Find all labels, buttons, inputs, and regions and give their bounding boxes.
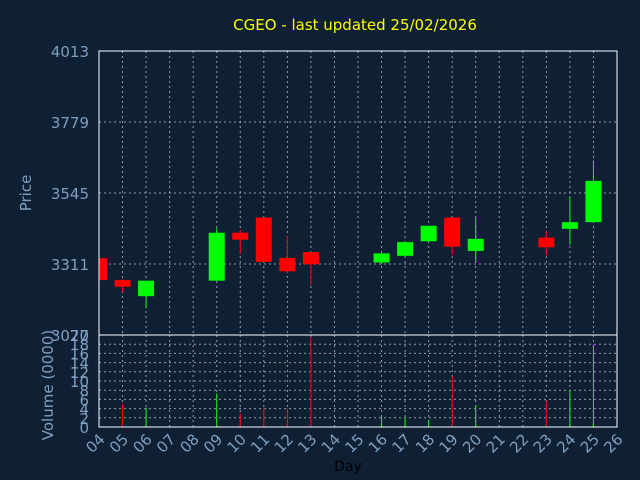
candle-body-down bbox=[538, 237, 555, 248]
chart-title: CGEO - last updated 25/02/2026 bbox=[233, 16, 477, 34]
volume-panel-frame bbox=[98, 334, 618, 428]
candle-body-up bbox=[585, 180, 602, 223]
volume-tick-label: 14 bbox=[70, 355, 89, 373]
candle-body-up bbox=[561, 222, 578, 229]
x-tick-label: 19 bbox=[436, 430, 462, 456]
candle-body-up bbox=[420, 225, 437, 242]
x-tick-label: 16 bbox=[365, 430, 391, 456]
x-tick-label: 18 bbox=[412, 430, 438, 456]
volume-tick-label: 10 bbox=[70, 373, 89, 391]
x-tick-label: 17 bbox=[388, 430, 414, 456]
candle-body-down bbox=[279, 257, 296, 272]
x-tick-label: 11 bbox=[247, 430, 273, 456]
candle-body-down bbox=[302, 252, 319, 265]
price-tick-label: 4013 bbox=[51, 43, 89, 61]
x-tick-label: 25 bbox=[577, 430, 603, 456]
volume-tick-label: 18 bbox=[70, 336, 89, 354]
x-tick-label: 06 bbox=[129, 430, 155, 456]
x-tick-label: 14 bbox=[318, 430, 344, 456]
volume-tick-label: 2 bbox=[79, 410, 89, 428]
price-tick-label: 3311 bbox=[51, 256, 89, 274]
candle-body-up bbox=[373, 253, 390, 263]
x-tick-label: 21 bbox=[483, 430, 509, 456]
x-tick-label: 20 bbox=[459, 430, 485, 456]
volume-tick-label: 8 bbox=[79, 382, 89, 400]
x-tick-label: 09 bbox=[200, 430, 226, 456]
candle-body-up bbox=[397, 242, 414, 256]
candle-body-down bbox=[232, 232, 249, 240]
candle-body-up bbox=[467, 238, 484, 251]
volume-tick-label: 6 bbox=[79, 391, 89, 409]
candle-body-down bbox=[114, 280, 131, 287]
volume-tick-label: 16 bbox=[70, 345, 89, 363]
candle-body-down bbox=[444, 217, 461, 247]
price-tick-label: 3779 bbox=[51, 114, 89, 132]
candle-body-down bbox=[255, 217, 272, 262]
x-tick-label: 23 bbox=[530, 430, 556, 456]
x-tick-label: 26 bbox=[600, 430, 626, 456]
volume-axis-title: Volume (0000) bbox=[39, 330, 57, 440]
x-tick-label: 10 bbox=[224, 430, 250, 456]
volume-tick-label: 0 bbox=[79, 419, 89, 437]
price-axis-title: Price bbox=[17, 175, 35, 212]
candle-body-up bbox=[138, 280, 155, 297]
x-tick-label: 15 bbox=[341, 430, 367, 456]
price-tick-label: 3545 bbox=[51, 185, 89, 203]
x-axis-title: Day bbox=[334, 459, 362, 475]
x-tick-label: 05 bbox=[106, 430, 132, 456]
x-tick-label: 07 bbox=[153, 430, 179, 456]
candle-body-down bbox=[99, 258, 107, 281]
volume-tick-label: 4 bbox=[79, 401, 89, 419]
x-tick-label: 12 bbox=[271, 430, 297, 456]
price-tick-label: 3077 bbox=[51, 327, 89, 345]
x-tick-label: 08 bbox=[177, 430, 203, 456]
x-tick-label: 24 bbox=[553, 430, 579, 456]
x-tick-label: 13 bbox=[294, 430, 320, 456]
x-tick-label: 22 bbox=[506, 430, 532, 456]
volume-tick-label: 20 bbox=[70, 327, 89, 345]
candle-body-up bbox=[208, 232, 225, 281]
volume-tick-label: 12 bbox=[70, 364, 89, 382]
